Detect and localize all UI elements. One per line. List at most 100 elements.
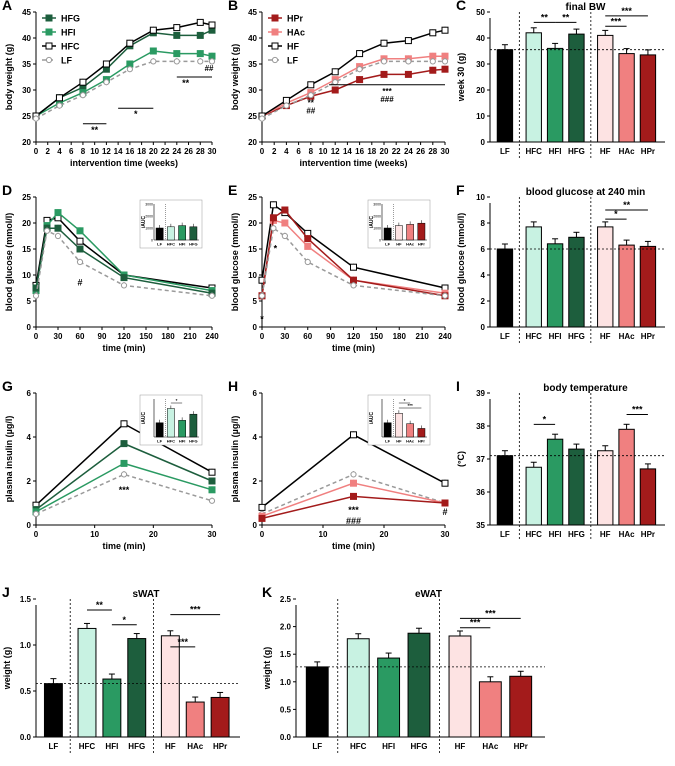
- data-point-HFC: [55, 94, 63, 102]
- x-tick-label: 30: [54, 332, 63, 341]
- data-point-HF: [441, 479, 449, 487]
- x-tick-label: 6: [296, 147, 301, 156]
- panel-letter: F: [456, 182, 465, 198]
- data-point-HF: [307, 81, 315, 89]
- legend-marker-LF: [45, 56, 53, 64]
- data-point-HFI: [76, 227, 84, 235]
- data-point-LF: [429, 58, 436, 65]
- y-tick-label: 5: [253, 297, 258, 306]
- bar-HPr: [639, 468, 657, 526]
- legend-label: HF: [287, 42, 299, 52]
- data-point-HFG: [120, 440, 128, 448]
- category-label: HFG: [411, 742, 428, 751]
- bar-LF: [43, 683, 63, 738]
- x-tick-label: 0: [34, 147, 39, 156]
- x-tick-label: 10: [319, 530, 328, 539]
- x-tick-label: 20: [380, 530, 389, 539]
- inset-bar-HFG: [189, 413, 198, 438]
- significance-label: **: [308, 99, 315, 108]
- x-axis-label: intervention time (weeks): [70, 158, 178, 168]
- inset-significance-label: ***: [407, 403, 413, 408]
- significance-label: *: [260, 314, 264, 324]
- y-tick-label: 20: [248, 219, 257, 228]
- y-tick-label: 20: [22, 138, 31, 147]
- x-tick-label: 150: [139, 332, 153, 341]
- category-label: HAc: [482, 742, 499, 751]
- data-point-HPr: [281, 206, 289, 214]
- data-point-HFC: [126, 39, 134, 47]
- legend-label: HFG: [61, 14, 80, 24]
- inset-category-label: HF: [396, 439, 402, 444]
- y-tick-label: 40: [476, 34, 485, 43]
- bar-HFC: [525, 226, 542, 328]
- y-axis-label: plasma insulin (µg/l): [4, 416, 14, 503]
- inset-category-label: HFG: [189, 242, 197, 247]
- data-point-LF: [350, 282, 357, 289]
- data-point-HF: [441, 26, 449, 34]
- panel-letter: B: [228, 0, 238, 13]
- data-point-HPr: [441, 499, 449, 507]
- bar-HAc: [618, 244, 635, 328]
- data-point-LF: [441, 58, 449, 65]
- category-label: HFG: [568, 530, 585, 539]
- y-tick-label: 6: [481, 245, 486, 254]
- chart-title: sWAT: [132, 589, 159, 600]
- series-line-LF: [261, 60, 445, 120]
- category-label: HPr: [641, 147, 655, 156]
- inset-y-tick-label: 2000: [145, 215, 153, 219]
- x-tick-label: 90: [98, 332, 107, 341]
- x-tick-label: 14: [114, 147, 123, 156]
- bar-HF: [448, 635, 472, 738]
- bar-HAc: [618, 428, 635, 526]
- data-point-HFI: [208, 486, 216, 494]
- data-point-HF: [269, 201, 277, 209]
- inset-category-label: HAc: [406, 439, 415, 444]
- significance-label: **: [96, 600, 104, 610]
- series-line-HPr: [261, 208, 446, 297]
- significance-label: ***: [190, 605, 201, 615]
- category-label: HF: [165, 742, 176, 751]
- y-tick-label: 20: [248, 138, 257, 147]
- x-tick-label: 8: [309, 147, 314, 156]
- inset-bar-LF: [383, 227, 392, 241]
- significance-label: #: [77, 277, 82, 287]
- data-point-LF: [270, 225, 277, 232]
- panel-letter: E: [228, 182, 237, 198]
- data-point-HFC: [208, 21, 216, 29]
- x-tick-label: 20: [149, 147, 158, 156]
- data-point-HFI: [196, 50, 204, 58]
- panel-letter: G: [2, 378, 13, 394]
- significance-label: ##: [306, 106, 315, 115]
- data-point-HFC: [79, 78, 87, 86]
- y-tick-label: 35: [248, 60, 257, 69]
- category-label: HPr: [213, 742, 227, 751]
- y-tick-label: 1.0: [20, 641, 32, 650]
- x-axis-label: time (min): [332, 343, 375, 353]
- data-point-LF: [304, 258, 311, 266]
- inset-y-label: iAUC: [141, 216, 147, 229]
- category-label: HFG: [568, 332, 585, 341]
- x-tick-label: 4: [284, 147, 289, 156]
- data-point-HFC: [120, 420, 128, 428]
- x-tick-label: 28: [196, 147, 205, 156]
- y-tick-label: 30: [22, 86, 31, 95]
- category-label: HFG: [568, 147, 585, 156]
- y-tick-label: 0: [253, 521, 258, 530]
- x-tick-label: 10: [90, 147, 99, 156]
- data-point-HFI: [120, 459, 128, 467]
- category-label: HFI: [382, 742, 395, 751]
- y-axis-label: body weight (g): [4, 44, 14, 111]
- data-point-HF: [350, 431, 357, 439]
- data-point-LF: [380, 58, 388, 65]
- y-tick-label: 50: [476, 8, 485, 17]
- y-tick-label: 1.0: [280, 678, 292, 687]
- legend-label: HFI: [61, 28, 76, 38]
- inset-category-label: LF: [385, 242, 390, 247]
- significance-label: ##: [205, 64, 214, 73]
- panel-letter: J: [2, 584, 10, 600]
- y-tick-label: 10: [22, 271, 31, 280]
- inset-bar-LF: [155, 227, 164, 241]
- y-tick-label: 0.5: [20, 687, 32, 696]
- x-tick-label: 20: [149, 530, 158, 539]
